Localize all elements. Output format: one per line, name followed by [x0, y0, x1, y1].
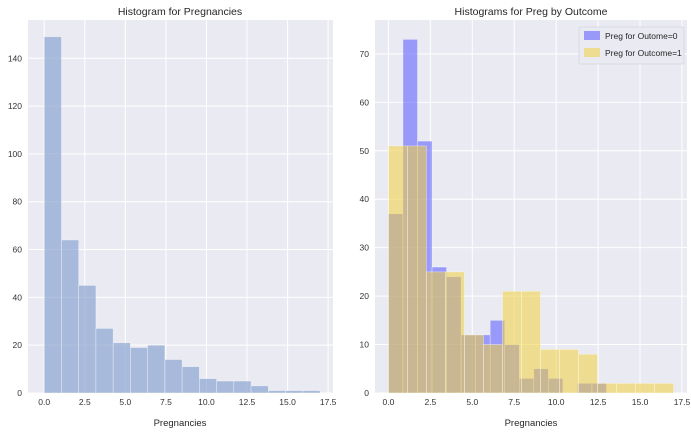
histogram-bar-pregnancies-11 [233, 380, 252, 394]
histogram-bar-pregnancies-5 [130, 347, 148, 394]
x-tick-label: 12.5 [239, 397, 256, 407]
x-tick-label: 5.0 [466, 397, 478, 407]
tick-labels: 0.0 2.5 5.0 7.5 10.0 12.5 15.0 17.5 0 10 20 30 40 50 6… [360, 49, 691, 407]
histogram-bar-outcome-1-1 [407, 145, 427, 394]
histogram-bar-outcome-1-3 [445, 271, 465, 394]
histogram-bar-outcome-1-12 [616, 383, 636, 394]
y-tick-label: 60 [360, 97, 370, 107]
histogram-bar-outcome-1-11 [597, 383, 617, 394]
histogram-bar-pregnancies-12 [250, 385, 269, 394]
histogram-bar-pregnancies-7 [164, 359, 183, 394]
legend-swatch-outcome-1 [584, 48, 600, 57]
histogram-bar-outcome-1-6 [502, 290, 522, 394]
x-tick-label: 2.5 [424, 397, 436, 407]
histogram-bar-outcome-1-4 [464, 334, 484, 394]
y-tick-label: 80 [13, 197, 23, 207]
histogram-bars [43, 36, 321, 394]
legend-swatch-outcome-0 [584, 31, 600, 40]
histogram-bar-pregnancies-9 [199, 378, 217, 394]
histogram-bar-outcome-1-0 [388, 145, 408, 394]
pregnancies-histogram-panel: 0.0 2.5 5.0 7.5 10.0 12.5 15.0 17.5 0 20 40 60 80 100… [8, 6, 337, 429]
histogram-bar-pregnancies-10 [216, 380, 235, 394]
legend-label-outcome-0: Preg for Outome=0 [605, 31, 678, 41]
x-tick-label: 17.5 [674, 397, 691, 407]
x-tick-label: 0.0 [38, 397, 50, 407]
y-tick-label: 140 [8, 53, 22, 63]
x-tick-label: 7.5 [508, 397, 520, 407]
histogram-bar-pregnancies-2 [78, 285, 97, 394]
histogram-bar-outcome-1-2 [426, 271, 446, 394]
histogram-bar-outcome-1-8 [540, 349, 560, 394]
histogram-bar-outcome-1-7 [521, 290, 541, 394]
x-axis-label: Pregnancies [505, 418, 558, 429]
y-tick-label: 60 [13, 245, 23, 255]
preg-by-outcome-histogram-panel: 0.0 2.5 5.0 7.5 10.0 12.5 15.0 17.5 0 10 20 30 40 50 6… [360, 6, 691, 429]
x-axis-label: Pregnancies [154, 418, 207, 429]
x-tick-label: 12.5 [590, 397, 607, 407]
y-tick-label: 10 [360, 340, 370, 350]
legend-label-outcome-1: Preg for Outcome=1 [605, 48, 682, 58]
x-tick-label: 15.0 [279, 397, 296, 407]
y-tick-label: 50 [360, 146, 370, 156]
y-tick-label: 0 [364, 388, 369, 398]
x-tick-label: 2.5 [79, 397, 91, 407]
x-tick-label: 10.0 [198, 397, 215, 407]
x-tick-label: 5.0 [119, 397, 131, 407]
histogram-bar-outcome-1-13 [635, 383, 655, 394]
histogram-bar-pregnancies-6 [147, 344, 166, 394]
histogram-bar-pregnancies-14 [285, 390, 304, 394]
y-tick-label: 120 [8, 101, 22, 111]
histogram-bar-outcome-1-14 [654, 383, 674, 394]
histogram-bar-pregnancies-3 [95, 328, 114, 394]
chart-title: Histogram for Pregnancies [118, 6, 242, 18]
y-tick-label: 30 [360, 243, 370, 253]
histogram-bar-pregnancies-4 [112, 342, 131, 394]
y-tick-label: 70 [360, 49, 370, 59]
histogram-bar-pregnancies-0 [43, 36, 62, 394]
legend-frame [578, 26, 685, 65]
histogram-bar-pregnancies-1 [61, 239, 79, 394]
y-tick-label: 20 [13, 340, 23, 350]
tick-labels: 0.0 2.5 5.0 7.5 10.0 12.5 15.0 17.5 0 20 40 60 80 100… [8, 53, 337, 407]
y-tick-label: 40 [360, 194, 370, 204]
histogram-bar-outcome-1-10 [578, 353, 598, 394]
x-tick-label: 0.0 [383, 397, 395, 407]
y-tick-label: 0 [17, 388, 22, 398]
histogram-bar-pregnancies-15 [302, 390, 321, 394]
x-tick-label: 15.0 [632, 397, 649, 407]
histogram-bars [388, 39, 674, 394]
y-tick-label: 20 [360, 291, 370, 301]
x-tick-label: 17.5 [320, 397, 337, 407]
legend: Preg for Outome=0 Preg for Outcome=1 [578, 26, 685, 65]
y-tick-label: 100 [8, 149, 22, 159]
chart-title: Histograms for Preg by Outcome [455, 6, 608, 18]
histogram-bar-pregnancies-13 [268, 390, 286, 394]
histogram-bar-outcome-1-9 [559, 349, 579, 394]
histogram-bar-outcome-1-5 [483, 344, 503, 394]
x-tick-label: 7.5 [160, 397, 172, 407]
y-tick-label: 40 [13, 292, 23, 302]
histogram-bar-pregnancies-8 [181, 366, 200, 394]
x-tick-label: 10.0 [548, 397, 565, 407]
